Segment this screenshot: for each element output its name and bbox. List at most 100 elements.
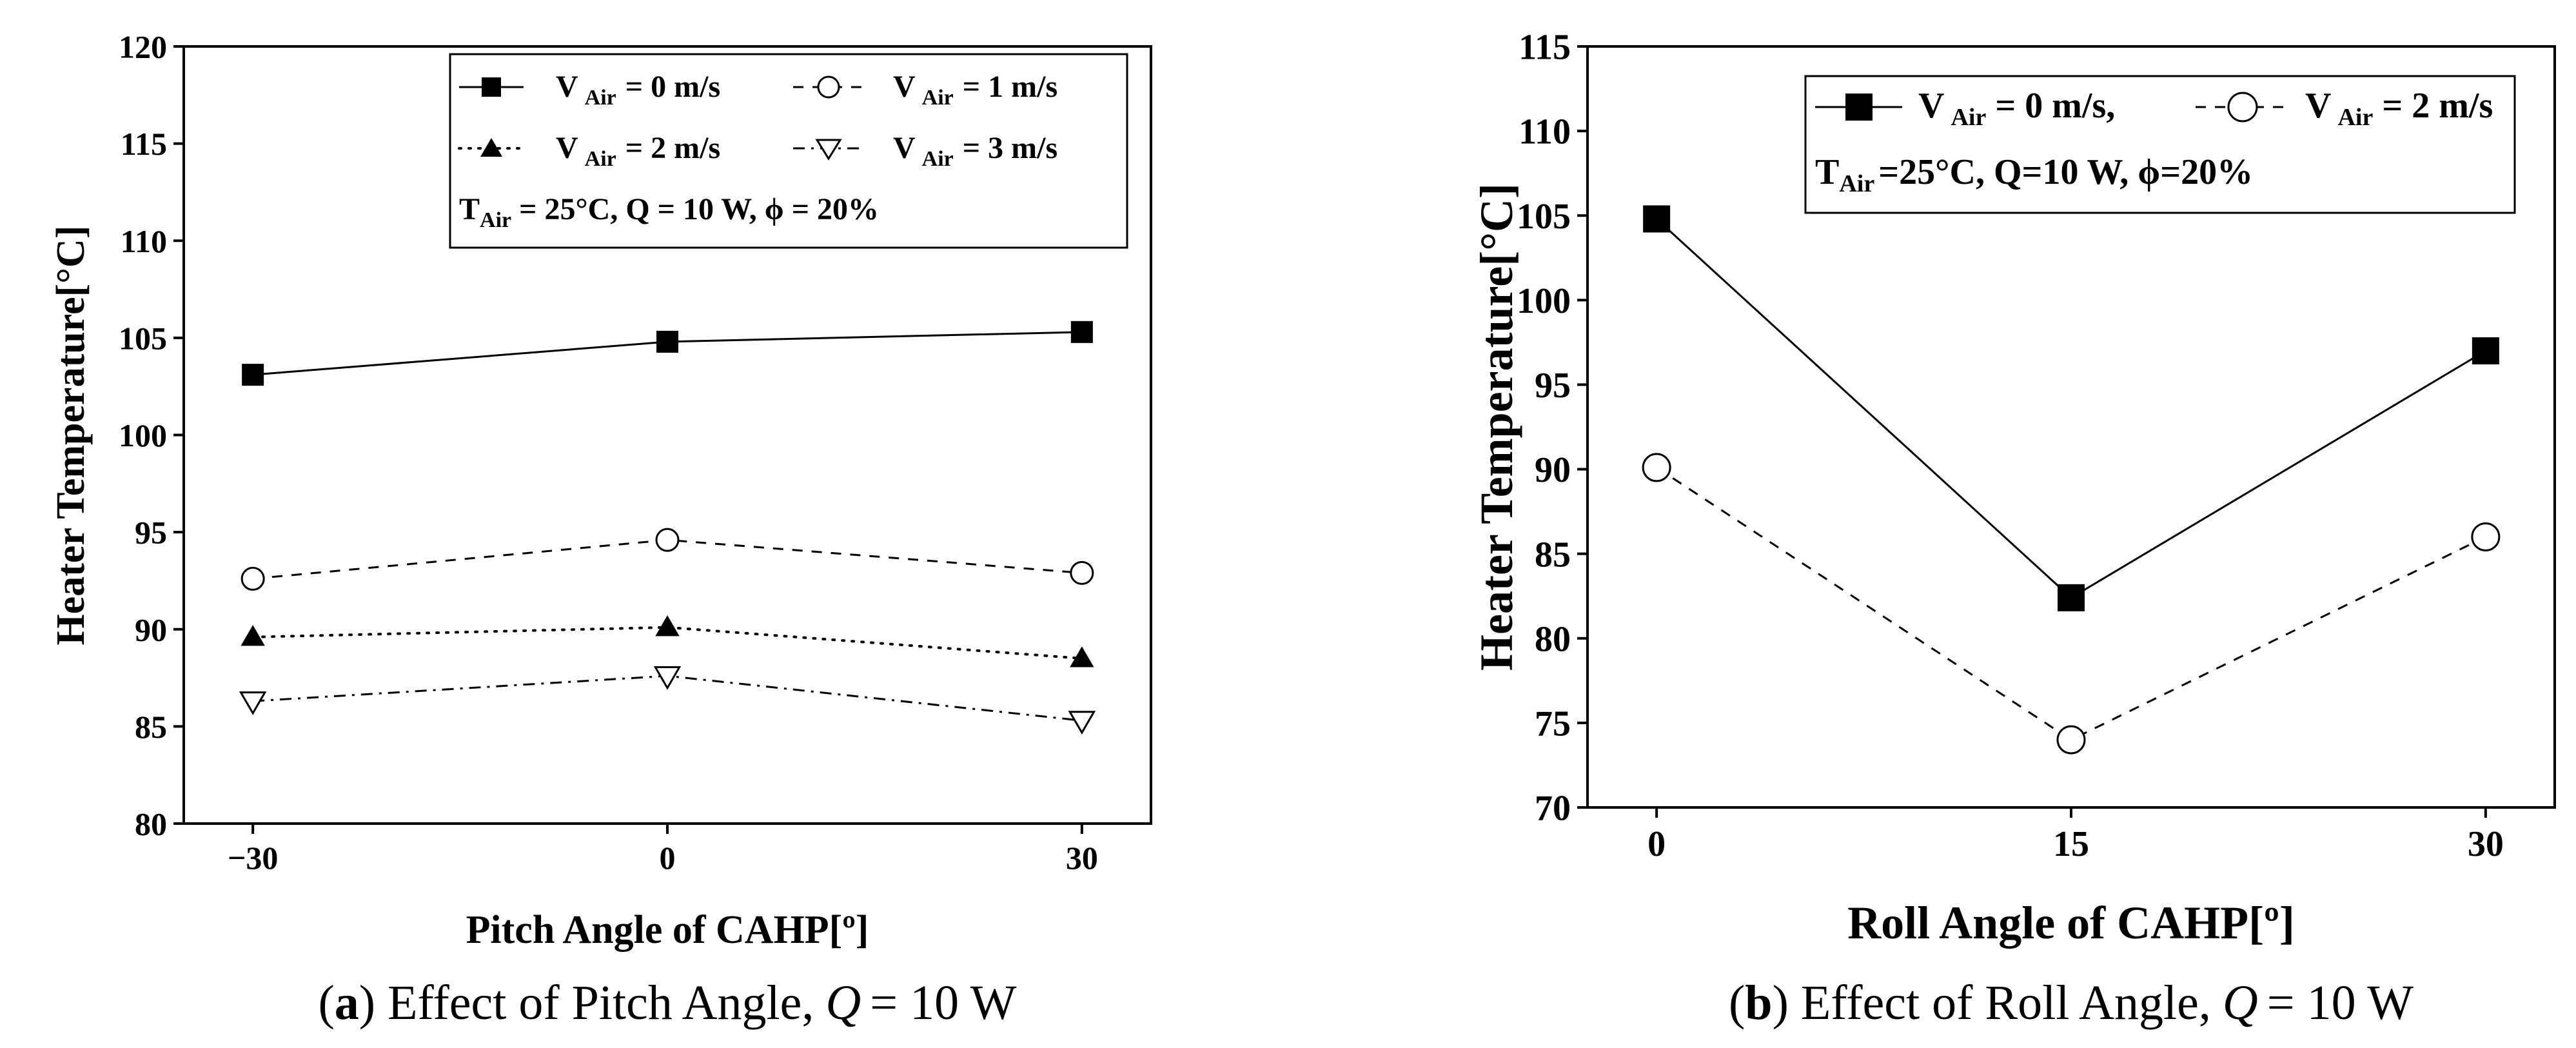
legend-b-label-1: V Air = 2 m/s [2305, 86, 2493, 131]
b-y-tick-label-1: 75 [1535, 704, 1571, 744]
chart-b-caption-q: Q [2223, 976, 2258, 1030]
a-x-tick-label-0: −30 [228, 840, 279, 876]
chart-b-y-axis: 70 75 80 85 90 95 100 105 110 115 [1517, 28, 1588, 829]
chart-b-caption-text: Effect of Roll Angle, [1801, 976, 2211, 1030]
a-series-2-point-0 [241, 625, 265, 646]
legend-a-sub-1: Air [922, 86, 954, 110]
chart-b-caption-label: b [1745, 976, 1772, 1030]
b-y-tick-label-6: 100 [1517, 281, 1571, 321]
a-y-tick-label-4: 100 [119, 417, 167, 453]
chart-a-y-axis-title: Heater Temperature[°C] [49, 226, 93, 646]
b-series-1-point-2 [2471, 522, 2501, 551]
chart-a-caption-q: Q [825, 976, 861, 1030]
chart-b-legend-box [1804, 75, 2516, 214]
b-y-tick-label-2: 80 [1535, 619, 1571, 659]
a-y-tick-label-6: 110 [121, 223, 167, 259]
b-y-tick-label-0: 70 [1535, 789, 1571, 829]
chart-b-conditions-t: T [1815, 152, 1839, 192]
b-x-tick-label-2: 30 [2468, 824, 2504, 864]
a-series-0-point-1 [656, 330, 678, 353]
legend-a-marker-3 [815, 139, 842, 161]
legend-b-value-0: = 0 m/s, [1995, 86, 2115, 126]
legend-b-v-1: V [2305, 86, 2331, 126]
a-y-tick-label-7: 115 [121, 126, 167, 162]
a-y-tick-label-2: 90 [135, 611, 167, 648]
chart-a-caption-close: ) [359, 976, 388, 1030]
chart-a-conditions: TAir = 25°C, Q = 10 W, ϕ = 20% [459, 192, 879, 232]
legend-a-v-0: V [556, 70, 578, 104]
a-series-3-point-0 [239, 691, 267, 715]
chart-a-legend-box [449, 53, 1128, 249]
a-y-tick-label-1: 85 [135, 709, 167, 745]
a-x-tick-label-2: 30 [1066, 840, 1098, 876]
chart-b-x-axis-title: Roll Angle of CAHP[º] [1847, 897, 2295, 949]
b-series-1-point-0 [1642, 453, 1671, 482]
legend-a-v-3: V [893, 131, 916, 165]
a-series-1-point-2 [1070, 560, 1094, 585]
a-y-tick-label-3: 95 [135, 515, 167, 551]
chart-b-series-layer [1642, 205, 2501, 755]
chart-a-caption-open: ( [318, 976, 334, 1030]
a-series-0-point-2 [1070, 321, 1093, 343]
b-series-0-point-2 [2472, 337, 2499, 364]
b-x-tick-label-0: 0 [1647, 824, 1666, 864]
chart-a-x-axis: −30 0 30 [228, 824, 1098, 876]
chart-b-caption-open: ( [1729, 976, 1745, 1030]
chart-b-caption: (b) Effect of Roll Angle, Q = 10 W [1729, 976, 2414, 1030]
legend-a-sub-2: Air [585, 147, 616, 171]
chart-a-conditions-t: T [459, 192, 480, 226]
b-y-tick-label-3: 85 [1535, 535, 1571, 575]
b-x-tick-label-1: 15 [2053, 824, 2089, 864]
chart-a-conditions-sub: Air [480, 208, 511, 232]
legend-a-label-0: V Air = 0 m/s [556, 70, 720, 110]
legend-b-label-0: V Air = 0 m/s, [1918, 86, 2115, 131]
a-series-2-point-2 [1070, 646, 1094, 667]
b-y-tick-label-8: 110 [1519, 112, 1571, 152]
b-series-1-point-1 [2056, 725, 2086, 755]
legend-a-label-3: V Air = 3 m/s [893, 131, 1057, 171]
b-y-tick-label-7: 105 [1517, 197, 1571, 237]
legend-a-sub-0: Air [585, 86, 616, 110]
legend-a-marker-1 [817, 75, 840, 99]
a-series-3-point-2 [1068, 711, 1096, 735]
legend-a-sub-3: Air [922, 147, 954, 171]
chart-a-caption-text: Effect of Pitch Angle, [388, 976, 814, 1030]
legend-a-value-2: = 2 m/s [625, 131, 720, 165]
legend-b-sub-1: Air [2337, 104, 2373, 131]
chart-b-caption-tail: = 10 W [2267, 976, 2414, 1030]
a-series-0-point-0 [242, 364, 264, 386]
a-series-1-point-1 [655, 528, 680, 552]
legend-a-v-2: V [556, 131, 578, 165]
chart-b-y-axis-title: Heater Temperature[°C] [1471, 183, 1522, 671]
legend-b-value-1: = 2 m/s [2382, 86, 2493, 126]
legend-b-v-0: V [1918, 86, 1944, 126]
chart-b-conditions-text: =25°C, Q=10 W, ϕ=20% [1878, 152, 2253, 192]
legend-a-value-1: = 1 m/s [963, 70, 1057, 104]
chart-b-x-axis: 0 15 30 [1647, 807, 2504, 864]
chart-a-caption: (a) Effect of Pitch Angle, Q = 10 W [318, 976, 1016, 1030]
legend-a-marker-2 [480, 138, 502, 157]
chart-a-legend: V Air = 0 m/s V Air = 1 m/s V Air = 2 m/s V Air… [449, 53, 1128, 249]
legend-b-sub-0: Air [1951, 104, 1986, 131]
chart-a-caption-label: a [335, 976, 359, 1030]
legend-a-marker-0 [482, 77, 501, 97]
a-series-2-point-1 [655, 615, 680, 637]
a-x-tick-label-1: 0 [660, 840, 676, 876]
chart-a-conditions-text: = 25°C, Q = 10 W, ϕ = 20% [519, 192, 879, 226]
legend-b-marker-1 [2227, 92, 2258, 123]
a-y-tick-label-5: 105 [119, 320, 167, 356]
b-y-tick-label-9: 115 [1519, 28, 1571, 68]
legend-a-label-1: V Air = 1 m/s [893, 70, 1057, 110]
legend-a-value-3: = 3 m/s [963, 131, 1057, 165]
b-y-tick-label-5: 95 [1535, 366, 1571, 406]
b-series-0-point-1 [2058, 584, 2085, 611]
legend-b-marker-0 [1845, 94, 1873, 121]
a-y-tick-label-0: 80 [135, 806, 167, 842]
chart-a-caption-tail: = 10 W [870, 976, 1016, 1030]
chart-b-caption-close: ) [1773, 976, 1801, 1030]
chart-b-legend: V Air = 0 m/s, V Air = 2 m/s TAir =25°C, Q=10… [1804, 75, 2516, 214]
legend-a-v-1: V [893, 70, 916, 104]
b-y-tick-label-4: 90 [1535, 450, 1571, 490]
